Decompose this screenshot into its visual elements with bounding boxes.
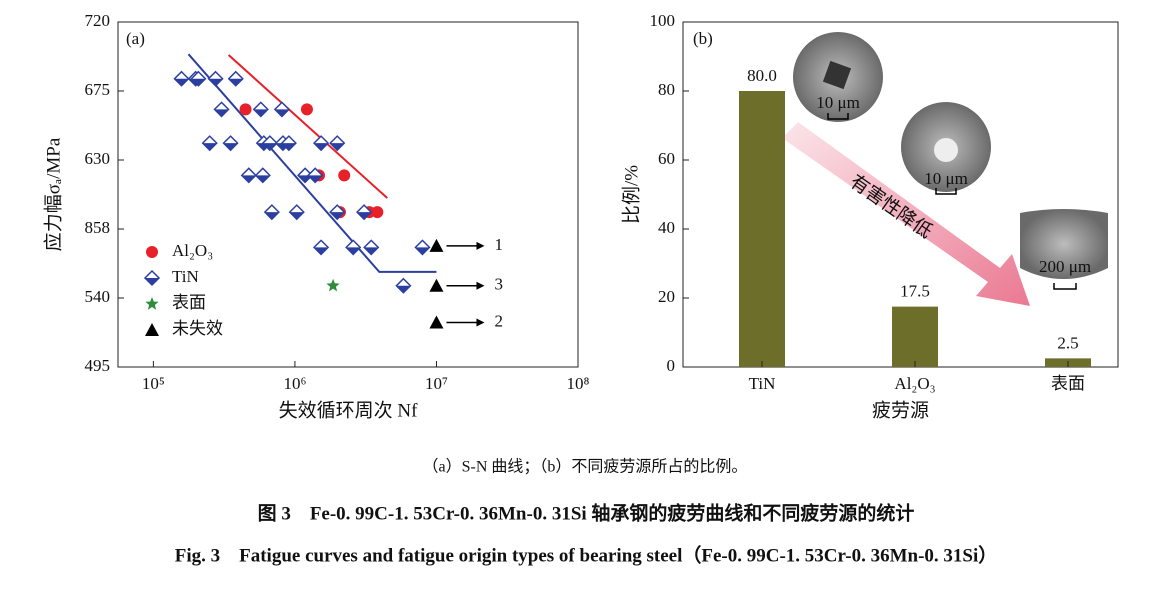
- fit-line: [187, 53, 437, 273]
- panel-label: (b): [693, 29, 713, 48]
- point-half: [357, 212, 372, 220]
- caption: （a）S-N 曲线；（b）不同疲劳源所占的比例。: [423, 458, 748, 476]
- point-half: [314, 247, 329, 255]
- y-axis-label: 应力幅σₐ/MPa: [42, 137, 64, 251]
- bar: [739, 91, 785, 367]
- point-half: [274, 109, 289, 117]
- y-tick-label: 675: [85, 80, 111, 99]
- annotation-arrowhead: [476, 318, 485, 327]
- trend-arrow: [782, 122, 1030, 306]
- value-label: 80.0: [747, 66, 777, 85]
- x-axis-label: 疲劳源: [872, 399, 929, 421]
- y-tick-label: 20: [658, 287, 675, 306]
- point: [300, 103, 313, 116]
- micrograph: [1020, 209, 1108, 279]
- x-tick-label: 10⁷: [425, 374, 448, 393]
- x-tick-label: 10⁵: [142, 374, 165, 393]
- y-tick-label: 540: [85, 287, 111, 306]
- caption: Fig. 3 Fatigue curves and fatigue origin…: [175, 543, 998, 566]
- point-half: [396, 285, 411, 293]
- inclusion: [934, 138, 958, 162]
- point: [326, 278, 340, 292]
- point-half: [145, 278, 159, 285]
- point: [371, 206, 384, 219]
- point-half: [289, 212, 304, 220]
- point-half: [364, 247, 379, 255]
- point-half: [298, 175, 313, 183]
- x-axis-label: 失效循环周次 Nf: [279, 399, 418, 421]
- axes-frame: [117, 21, 579, 368]
- y-axis-label: 比例/%: [620, 165, 642, 224]
- legend-label: 未失效: [172, 319, 223, 338]
- legend-label: TiN: [172, 267, 199, 286]
- y-tick-label: 80: [658, 80, 675, 99]
- fit-line: [227, 54, 388, 199]
- caption: 图 3 Fe-0. 99C-1. 53Cr-0. 36Mn-0. 31Si 轴承…: [258, 501, 915, 524]
- point-half: [308, 175, 323, 183]
- x-tick-label: 10⁸: [567, 374, 590, 393]
- point-half: [415, 247, 430, 255]
- point-half: [281, 143, 296, 151]
- annotation: 2: [494, 311, 503, 330]
- bar: [892, 306, 938, 367]
- y-tick-label: 60: [658, 149, 675, 168]
- point: [429, 315, 444, 329]
- point-half: [262, 143, 277, 151]
- point: [239, 103, 252, 116]
- scale-label: 200 μm: [1039, 257, 1091, 276]
- legend-marker: [145, 323, 159, 336]
- point: [429, 238, 444, 252]
- scale-label: 10 μm: [924, 169, 968, 188]
- point-half: [255, 175, 270, 183]
- annotation: 3: [494, 275, 503, 294]
- point-half: [191, 78, 206, 86]
- point: [429, 278, 444, 292]
- annotation: 1: [494, 235, 503, 254]
- point-half: [314, 143, 329, 151]
- point-half: [241, 175, 256, 183]
- point-half: [330, 212, 345, 220]
- legend-label: 表面: [172, 293, 206, 312]
- y-tick-label: 630: [85, 149, 111, 168]
- annotation-arrowhead: [476, 241, 485, 250]
- scale-label: 10 μm: [816, 93, 860, 112]
- point-half: [228, 78, 243, 86]
- legend-label: Al₂O₃: [172, 241, 213, 260]
- x-tick-label: 10⁶: [283, 374, 306, 393]
- x-tick-label: Al₂O₃: [894, 374, 935, 393]
- annotation-arrowhead: [476, 281, 485, 290]
- x-tick-label: 表面: [1051, 374, 1085, 393]
- y-tick-label: 100: [650, 11, 676, 30]
- point-half: [264, 212, 279, 220]
- scale-bar: [827, 113, 1077, 290]
- point-half: [202, 143, 217, 151]
- legend-marker: [146, 246, 158, 258]
- y-tick-label: 40: [658, 218, 675, 237]
- legend-marker: [145, 297, 159, 310]
- y-tick-label: 858: [85, 218, 111, 237]
- value-label: 17.5: [900, 282, 930, 301]
- point-half: [223, 143, 238, 151]
- point-half: [214, 109, 229, 117]
- inclusion: [822, 60, 852, 90]
- point: [338, 169, 351, 182]
- value-label: 2.5: [1057, 333, 1078, 352]
- point-half: [208, 78, 223, 86]
- point-half: [346, 247, 361, 255]
- y-tick-label: 495: [85, 356, 111, 375]
- x-tick-label: TiN: [749, 374, 776, 393]
- point-half: [174, 78, 189, 86]
- y-tick-label: 720: [85, 11, 111, 30]
- y-tick-label: 0: [667, 356, 676, 375]
- panel-label: (a): [126, 29, 145, 48]
- point-half: [330, 143, 345, 151]
- point-half: [253, 109, 268, 117]
